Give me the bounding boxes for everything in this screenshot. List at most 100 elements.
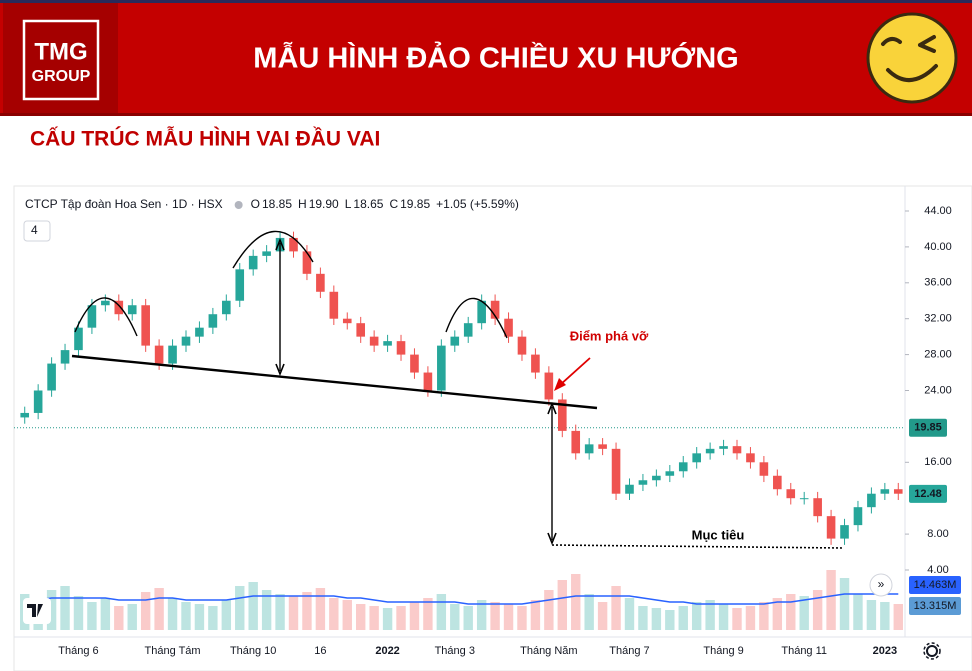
candle-body: [732, 446, 742, 454]
volume-bar: [181, 602, 191, 630]
indicator-toggle[interactable]: [23, 220, 51, 242]
candle-body: [168, 345, 177, 364]
candle-body: [141, 305, 150, 346]
candle-body: [705, 448, 715, 454]
logo-frame: [22, 19, 100, 101]
volume-bar: [853, 594, 863, 630]
volume-bar: [221, 600, 232, 630]
ohlc-value: 18.85: [262, 197, 292, 211]
candle-body: [74, 327, 83, 351]
price-marker: [909, 418, 947, 437]
ohlc-key: H: [298, 197, 307, 211]
volume-bar: [678, 606, 688, 630]
volume-bar: [665, 610, 675, 630]
candle-body: [33, 390, 43, 413]
volume-bar: [759, 602, 769, 630]
right-shoulder-arc: [445, 297, 508, 339]
candle-body: [490, 300, 500, 319]
volume-bar: [624, 598, 635, 630]
x-tick-label: Tháng 7: [609, 645, 649, 657]
volume-bar: [235, 586, 245, 630]
volume-bar: [409, 602, 420, 630]
volume-bar: [651, 608, 662, 630]
volume-bar: [893, 604, 903, 630]
head-arc: [232, 230, 314, 269]
breakout-pointer-head: [554, 378, 566, 391]
candle-body: [813, 498, 822, 517]
volume-bar: [732, 608, 742, 630]
volume-bar: [315, 588, 326, 630]
candle-body: [531, 354, 540, 373]
candle-body: [625, 484, 634, 494]
chart-title: CTCP Tập đoàn Hoa Sen · 1D · HSX: [25, 197, 223, 211]
candle-body: [342, 318, 352, 324]
candle-body: [746, 453, 755, 463]
candle-body: [880, 489, 890, 494]
annotation: Mục tiêu: [692, 527, 745, 542]
volume-bar: [127, 604, 137, 630]
x-tick-label: 2023: [873, 645, 897, 657]
header-title: MẪU HÌNH ĐẢO CHIỀU XU HƯỚNG: [253, 41, 738, 75]
volume-bar: [154, 588, 164, 630]
candle-body: [571, 430, 581, 454]
candle-body: [598, 444, 607, 449]
candle-body: [222, 300, 231, 315]
left-shoulder-arc: [74, 297, 138, 337]
volume-marker-label: 14.463M: [914, 579, 957, 591]
candle-body: [786, 489, 796, 499]
candle-body: [463, 323, 473, 337]
candle-body: [114, 300, 124, 315]
candle-body: [101, 300, 110, 306]
ohlc-value: 19.85: [400, 197, 430, 211]
candle-body: [437, 345, 446, 391]
y-tick-label: 16.00: [924, 456, 952, 468]
target-line: [551, 544, 844, 549]
candle-body: [329, 291, 339, 319]
scroll-button[interactable]: [869, 573, 893, 597]
candle-body: [719, 446, 728, 449]
candle-body: [678, 462, 688, 472]
volume-bar: [812, 590, 823, 630]
subtitle: CẤU TRÚC MẪU HÌNH VAI ĐẦU VAI: [30, 127, 380, 151]
candle-body: [208, 314, 218, 328]
candle-body: [773, 475, 782, 490]
volume-bar: [503, 604, 514, 630]
volume-bar: [745, 606, 756, 630]
chart: CTCP Tập đoàn Hoa Sen · 1D · HSX O 18.85 H 1…: [14, 197, 961, 657]
volume-bar: [275, 594, 285, 630]
x-tick-label: Tháng Tám: [145, 645, 201, 657]
candle-body: [557, 399, 567, 431]
scroll-icon: »: [878, 577, 885, 591]
volume-bar: [208, 606, 218, 630]
candle-body: [893, 489, 903, 494]
volume-bar: [571, 574, 581, 630]
volume-bar: [87, 602, 97, 630]
x-tick-label: 16: [314, 645, 326, 657]
volume-bar: [772, 598, 783, 630]
candle-body: [638, 480, 648, 485]
candle-body: [692, 453, 701, 463]
volume-bar: [288, 596, 299, 630]
settings-icon[interactable]: [923, 642, 941, 660]
candle-body: [423, 372, 433, 391]
candle-body: [289, 237, 298, 252]
volume-ma-line: [24, 593, 899, 605]
ohlc-key: O: [251, 197, 260, 211]
arrow-head: [275, 237, 285, 377]
candle-body: [611, 448, 621, 494]
header-border: [0, 0, 972, 3]
volume-bar: [423, 598, 433, 630]
volume-bar: [329, 598, 339, 630]
header-band: [0, 0, 972, 116]
y-tick-label: 24.00: [924, 384, 952, 396]
volume-bar: [261, 590, 272, 630]
candle-body: [517, 336, 527, 355]
candle-body: [584, 444, 594, 454]
candle-body: [369, 336, 379, 346]
volume-bar: [611, 586, 621, 630]
y-tick-label: 28.00: [924, 349, 952, 361]
candle-body: [356, 323, 366, 337]
volume-bar: [880, 602, 890, 630]
volume-bar: [799, 596, 809, 630]
volume-bar: [786, 594, 796, 630]
